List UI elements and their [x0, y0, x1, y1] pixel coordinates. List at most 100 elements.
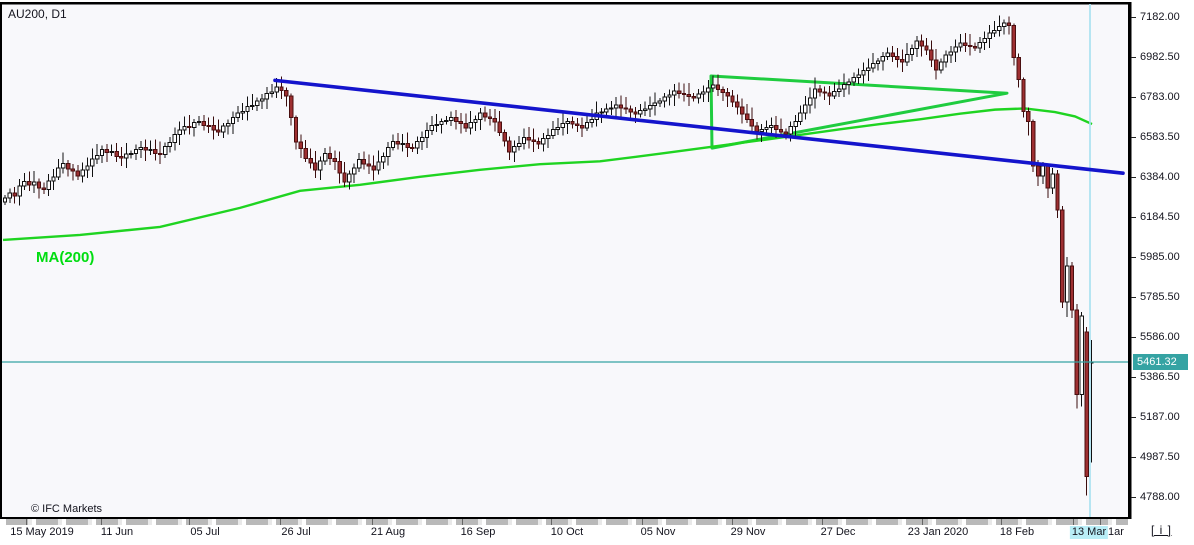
- candle: [85, 165, 90, 171]
- candle: [80, 169, 85, 177]
- candle: [7, 192, 13, 199]
- price-axis-tick: [1131, 17, 1136, 18]
- candle: [90, 158, 95, 167]
- candle: [51, 176, 56, 182]
- candle: [41, 187, 46, 190]
- candle: [429, 124, 435, 131]
- candle: [604, 108, 609, 113]
- candle: [502, 131, 507, 142]
- candle: [1074, 309, 1080, 395]
- candle: [837, 88, 842, 93]
- candle: [128, 153, 134, 156]
- candle: [793, 120, 798, 127]
- triangle-pattern: [709, 74, 1009, 150]
- candle: [628, 108, 633, 113]
- candle: [148, 149, 153, 152]
- date-axis-tick: [1001, 519, 1002, 525]
- candle: [453, 116, 459, 123]
- candle: [1045, 165, 1050, 189]
- candle: [439, 120, 444, 125]
- candle: [870, 63, 876, 69]
- candle: [890, 52, 895, 57]
- candle: [240, 111, 245, 114]
- candle: [691, 96, 696, 99]
- candle: [856, 74, 861, 79]
- candle: [487, 116, 493, 119]
- candle: [162, 146, 168, 156]
- price-axis-label: 5785.50: [1140, 291, 1180, 303]
- plot-border-right: [1128, 2, 1132, 519]
- candle: [589, 118, 595, 123]
- candle: [943, 54, 949, 63]
- candle: [963, 42, 968, 46]
- info-link-icon[interactable]: [ i ]: [1151, 523, 1173, 537]
- time-axis-scrollbar[interactable]: [2, 519, 1128, 525]
- date-axis-tick: [642, 519, 643, 525]
- candle: [643, 108, 648, 112]
- price-axis-tick: [1131, 417, 1136, 418]
- candle: [356, 158, 362, 169]
- candle: [158, 152, 163, 156]
- date-axis-tick: [372, 519, 373, 525]
- candle: [119, 156, 124, 159]
- candle: [555, 127, 561, 130]
- candle: [788, 125, 793, 135]
- candle: [914, 40, 919, 49]
- candle: [638, 110, 643, 115]
- candle: [478, 112, 483, 120]
- price-axis-tick: [1131, 497, 1136, 498]
- date-label: 10 Oct: [550, 526, 584, 538]
- candle: [778, 128, 784, 133]
- candle: [332, 158, 338, 162]
- candle: [909, 47, 915, 55]
- price-axis-label: 5586.00: [1140, 331, 1180, 343]
- candle: [458, 121, 464, 125]
- candle: [211, 125, 216, 131]
- candle: [167, 142, 173, 148]
- candle: [584, 121, 590, 129]
- candle: [1001, 22, 1007, 27]
- date-label: 23 Jan 2020: [907, 526, 969, 538]
- candle: [992, 29, 997, 34]
- candle: [686, 93, 692, 98]
- candle: [410, 146, 415, 149]
- candle: [929, 49, 934, 61]
- candle: [1006, 22, 1012, 26]
- candle: [245, 106, 250, 113]
- date-label: 27 Dec: [820, 526, 856, 538]
- candle: [953, 46, 958, 53]
- date-axis-tick: [822, 519, 823, 525]
- candle: [419, 137, 425, 143]
- price-axis-label: 4987.50: [1140, 451, 1180, 463]
- candle: [138, 146, 144, 150]
- candle: [463, 123, 468, 129]
- candle: [361, 158, 367, 165]
- price-axis-tick: [1131, 57, 1136, 58]
- candle: [327, 152, 333, 160]
- candle: [618, 104, 624, 109]
- candle: [924, 45, 929, 51]
- candle: [507, 140, 512, 153]
- candle: [827, 92, 832, 97]
- candle: [109, 150, 114, 154]
- plot-border-top: [0, 2, 1131, 5]
- date-label: 11 Jun: [100, 526, 134, 538]
- candle: [657, 100, 662, 104]
- candle: [550, 128, 556, 136]
- candle: [347, 173, 352, 183]
- candle: [415, 141, 420, 149]
- price-axis-tick: [1131, 377, 1136, 378]
- candle: [773, 125, 779, 130]
- candle: [958, 42, 963, 48]
- candle: [61, 162, 66, 169]
- candle: [609, 107, 614, 110]
- candle: [652, 102, 658, 107]
- candle: [143, 146, 148, 151]
- price-axis-label: 6384.00: [1140, 171, 1180, 183]
- date-axis-tick: [189, 519, 190, 525]
- candle: [759, 128, 764, 133]
- candle: [735, 101, 740, 108]
- candle: [124, 153, 129, 159]
